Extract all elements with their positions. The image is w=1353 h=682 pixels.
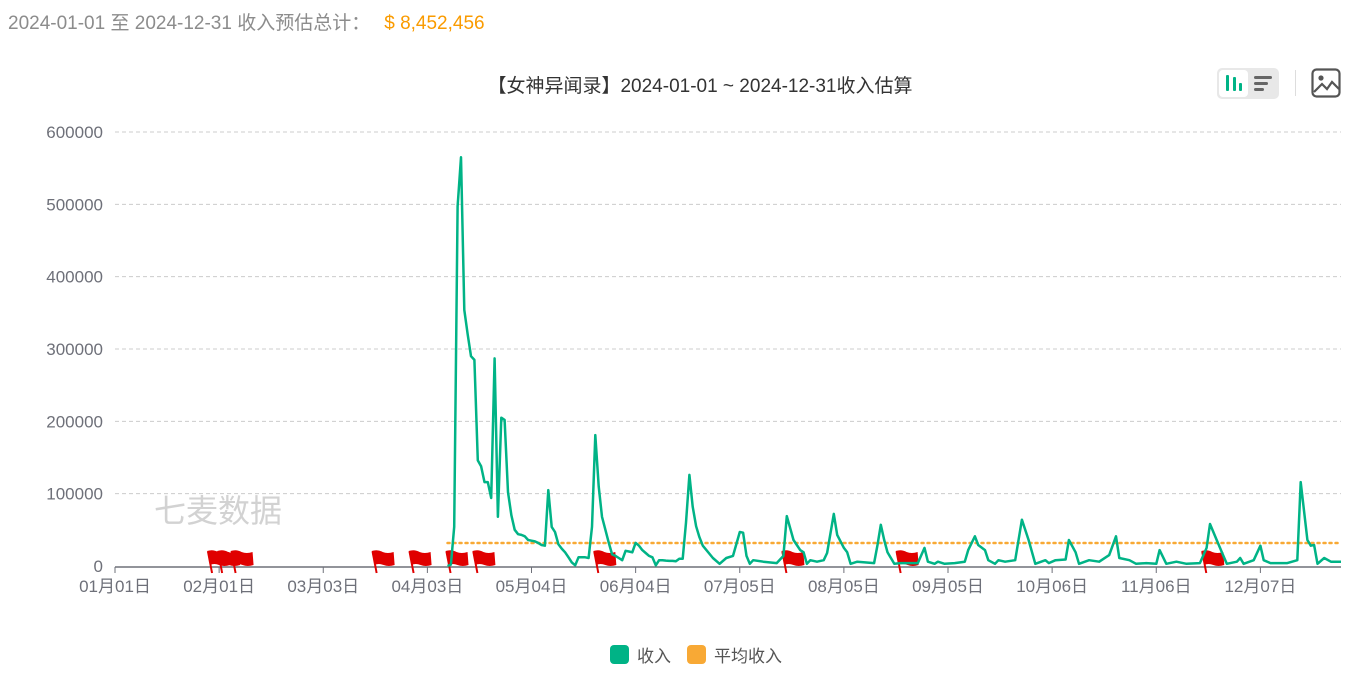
legend-swatch-revenue — [610, 645, 629, 664]
chart-legend: 收入 平均收入 — [610, 642, 798, 667]
x-tick-label: 06月04日 — [600, 577, 672, 596]
legend-label: 平均收入 — [714, 647, 782, 666]
x-tick-label: 02月01日 — [183, 577, 255, 596]
x-tick-label: 11月06日 — [1121, 577, 1192, 596]
event-flag-icon[interactable] — [472, 550, 496, 574]
y-tick-label: 600000 — [46, 123, 103, 142]
flag-body — [593, 550, 617, 566]
x-tick-label: 07月05日 — [704, 577, 776, 596]
event-flag-icon[interactable] — [781, 550, 805, 574]
x-tick-label: 08月05日 — [808, 577, 880, 596]
x-tick-label: 09月05日 — [912, 577, 984, 596]
event-flag-icon[interactable] — [895, 550, 919, 574]
list-view-button[interactable] — [1248, 70, 1277, 97]
x-tick-label: 05月04日 — [496, 577, 568, 596]
legend-item-average[interactable]: 平均收入 — [687, 642, 782, 667]
y-tick-label: 400000 — [46, 268, 103, 287]
flag-body — [408, 550, 432, 566]
bar-chart-view-button[interactable] — [1219, 69, 1248, 97]
event-flag-icon[interactable] — [593, 550, 617, 574]
legend-label: 收入 — [637, 647, 671, 666]
y-tick-label: 300000 — [46, 340, 103, 359]
x-tick-label: 01月01日 — [79, 577, 151, 596]
image-icon — [1311, 68, 1341, 98]
legend-swatch-average — [687, 645, 706, 664]
y-tick-label: 500000 — [46, 195, 103, 214]
bar-chart-icon — [1225, 75, 1242, 91]
revenue-summary: 2024-01-01 至 2024-12-31 收入预估总计： $ 8,452,4… — [8, 8, 485, 35]
summary-range-label: 2024-01-01 至 2024-12-31 收入预估总计： — [8, 13, 371, 34]
revenue-line — [447, 156, 1341, 568]
x-tick-label: 12月07日 — [1224, 577, 1296, 596]
toolbar-divider — [1295, 70, 1296, 96]
view-switch — [1217, 67, 1279, 99]
flag-body — [472, 550, 496, 566]
event-flag-icon[interactable] — [445, 550, 469, 574]
flag-body — [230, 550, 254, 566]
legend-item-revenue[interactable]: 收入 — [610, 642, 671, 667]
x-tick-label: 04月03日 — [391, 577, 463, 596]
x-tick-label: 03月03日 — [287, 577, 359, 596]
summary-total: $ 8,452,456 — [384, 13, 485, 34]
save-image-button[interactable] — [1310, 67, 1342, 99]
y-tick-label: 0 — [94, 557, 103, 576]
y-tick-label: 200000 — [46, 412, 103, 431]
flag-body — [781, 550, 805, 566]
watermark: 七麦数据 — [154, 492, 282, 530]
flag-body — [445, 550, 469, 566]
event-flag-icon[interactable] — [408, 550, 432, 574]
chart-toolbar — [1217, 67, 1342, 99]
flag-body — [1201, 550, 1225, 566]
event-flag-icon[interactable] — [230, 550, 254, 574]
y-tick-label: 100000 — [46, 485, 103, 504]
list-icon — [1253, 76, 1272, 91]
chart-title: 【女神异闻录】2024-01-01 ~ 2024-12-31收入估算 — [487, 75, 912, 97]
flag-body — [371, 550, 395, 566]
event-flag-icon[interactable] — [371, 550, 395, 574]
x-tick-label: 10月06日 — [1016, 577, 1088, 596]
